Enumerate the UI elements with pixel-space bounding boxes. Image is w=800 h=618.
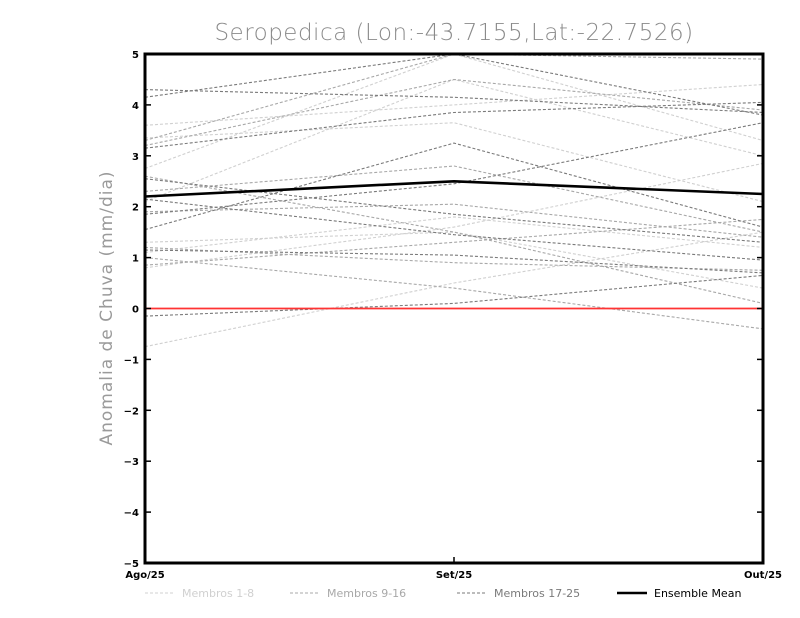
x-axis-ticks: Ago/25 Set/25 Out/25	[125, 557, 782, 581]
legend-label: Membros 1-8	[182, 587, 254, 600]
member-line-9	[144, 78, 764, 147]
member-line-18	[144, 89, 764, 114]
y-tick-label: −5	[124, 559, 139, 570]
member-line-14	[144, 257, 764, 330]
member-line-22	[144, 101, 764, 149]
member-line-4	[144, 122, 764, 203]
y-tick-label: 2	[132, 203, 139, 214]
y-tick-label: −3	[124, 457, 139, 468]
legend: Membros 1-8 Membros 9-16 Membros 17-25 Ense…	[145, 587, 741, 600]
member-line-6	[144, 53, 764, 170]
member-line-5	[144, 216, 764, 254]
member-line-8	[144, 231, 764, 289]
member-line-23	[144, 274, 764, 317]
member-line-21	[144, 122, 764, 215]
y-tick-label: −4	[124, 508, 139, 519]
y-tick-label: 5	[132, 50, 139, 61]
y-axis-ticks: 5 4 3 2 1 0 −1 −2 −3 −4 −5	[124, 50, 763, 570]
member-line-1	[144, 231, 764, 348]
x-tick-label: Set/25	[436, 570, 472, 581]
x-tick-label: Ago/25	[125, 570, 164, 581]
member-line-19	[144, 142, 764, 231]
plot-lines	[144, 53, 764, 348]
member-line-12	[144, 165, 764, 233]
member-line-11	[144, 175, 764, 304]
y-tick-label: 1	[132, 254, 139, 265]
member-line-20	[144, 178, 764, 243]
y-tick-label: 3	[132, 152, 139, 163]
legend-label: Membros 17-25	[494, 587, 580, 600]
member-line-16	[144, 203, 764, 238]
member-line-13	[144, 218, 764, 266]
legend-label: Membros 9-16	[327, 587, 406, 600]
y-tick-label: 4	[132, 101, 139, 112]
member-line-24	[144, 249, 764, 274]
chart-title: Seropedica (Lon:-43.7155,Lat:-22.7526)	[214, 20, 693, 46]
y-tick-label: −2	[124, 406, 139, 417]
legend-label: Ensemble Mean	[654, 587, 741, 600]
member-line-25	[144, 198, 764, 261]
member-line-3	[144, 83, 764, 126]
y-tick-label: 0	[132, 305, 139, 316]
ensemble-mean-group	[144, 179, 764, 198]
ensemble-mean-line	[144, 179, 764, 198]
x-tick-label: Out/25	[744, 570, 782, 581]
member-line-7	[144, 162, 764, 269]
y-tick-label: −1	[124, 355, 139, 366]
y-axis-label: Anomalia de Chuva (mm/dia)	[97, 170, 117, 445]
member-line-10	[144, 246, 764, 271]
